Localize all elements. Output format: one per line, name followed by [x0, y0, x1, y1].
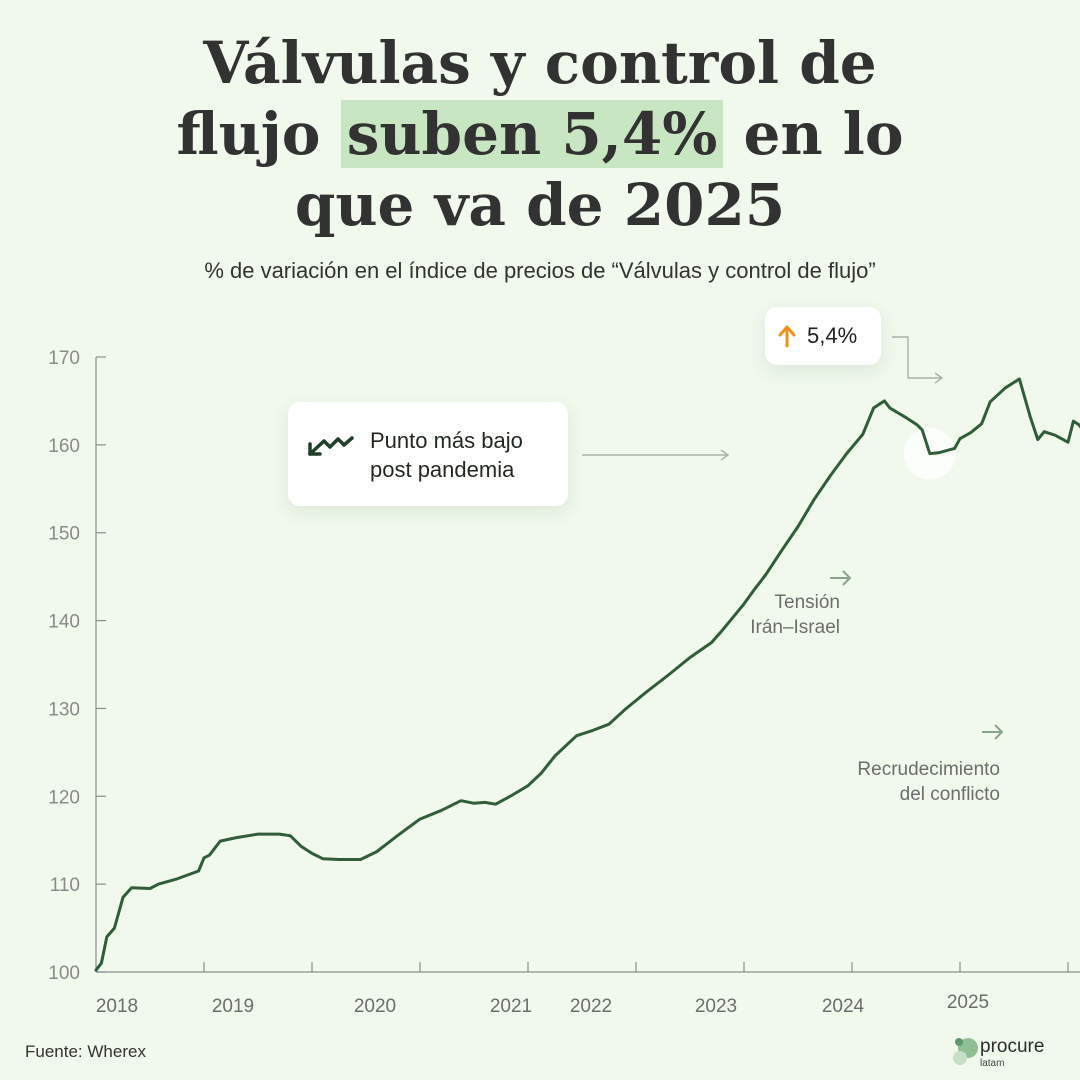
tension-label-line1: Tensión: [774, 592, 841, 613]
x-tick-label: 2021: [490, 996, 532, 1017]
chart-subtitle: % de variación en el índice de precios d…: [204, 258, 876, 283]
y-tick-label: 130: [48, 699, 80, 720]
title-line-3: que va de 2025: [294, 171, 786, 239]
logo-mark-icon: [953, 1038, 978, 1065]
y-tick-label: 170: [48, 348, 80, 369]
conflict-label-line2: del conflicto: [899, 784, 1000, 805]
tension-arrow-icon: [830, 570, 852, 586]
tension-annotation: Tensión Irán–Israel: [700, 590, 840, 640]
x-tick-label: 2022: [570, 996, 612, 1017]
title-highlight: suben 5,4%: [340, 100, 724, 168]
arrow-up-icon: [777, 324, 797, 353]
x-tick-label: 2024: [822, 996, 865, 1017]
conflict-annotation: Recrudecimiento del conflicto: [810, 757, 1000, 807]
source-note: Fuente: Wherex: [25, 1042, 146, 1061]
x-tick-label: 2020: [354, 996, 396, 1017]
x-tick-label: 2019: [212, 996, 254, 1017]
y-tick-label: 100: [48, 963, 80, 984]
low-point-line2: post pandemia: [370, 457, 515, 482]
chart-title: Válvulas y control de flujo suben 5,4% e…: [0, 28, 1080, 241]
conflict-arrow-icon: [982, 724, 1004, 740]
conflict-label-line1: Recrudecimiento: [857, 759, 1000, 780]
x-tick-label: 2025: [947, 992, 989, 1013]
logo-name: procure: [980, 1036, 1045, 1057]
increase-value: 5,4%: [807, 323, 858, 348]
low-point-text: Punto más bajo post pandemia: [370, 426, 523, 484]
series-line: [94, 377, 1080, 972]
y-tick-label: 120: [48, 787, 80, 808]
x-tick-label: 2023: [695, 996, 737, 1017]
y-tick-label: 160: [48, 436, 80, 457]
logo-sub: latam: [980, 1058, 1005, 1069]
low-point-callout: Punto más bajo post pandemia: [288, 402, 568, 506]
increase-connector: [892, 336, 944, 384]
title-line-1: Válvulas y control de: [203, 29, 877, 97]
trend-down-arrow-icon: [304, 432, 356, 477]
y-tick-label: 150: [48, 524, 80, 545]
title-word-flujo: flujo: [176, 100, 321, 168]
increase-callout: 5,4%: [765, 307, 881, 365]
y-tick-label: 140: [48, 612, 80, 633]
procure-logo: procure latam: [952, 1036, 1044, 1071]
low-point-line1: Punto más bajo: [370, 428, 523, 453]
tension-label-line2: Irán–Israel: [750, 617, 840, 638]
y-tick-label: 110: [50, 875, 80, 896]
x-tick-label: 2018: [96, 996, 138, 1017]
low-point-connector: [582, 449, 730, 461]
title-word-en-lo: en lo: [743, 100, 904, 168]
